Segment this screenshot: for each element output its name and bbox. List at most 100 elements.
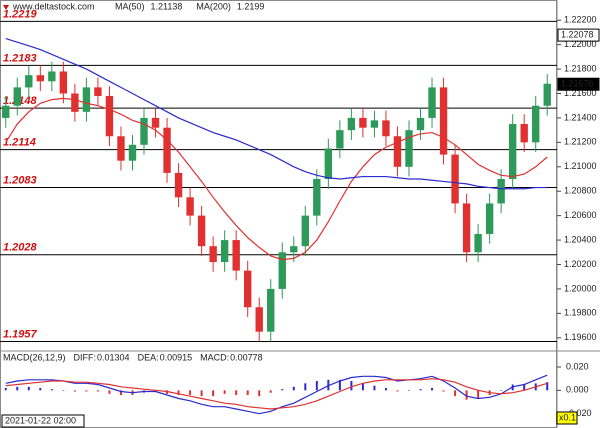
y-tick-label: 1.20000 [564,283,597,293]
candle-body [197,215,206,247]
histogram-bar [258,390,261,397]
y-tick-label: 1.21200 [564,137,597,147]
macd-line [5,378,548,410]
y-tick-label: 1.19800 [564,308,597,318]
histogram-bar [96,390,99,392]
y-tick-label: 1.20600 [564,210,597,220]
candle-body [462,203,471,253]
macd-legend-name: MACD: [200,352,229,362]
candle-body [128,144,137,161]
histogram-bar [281,389,284,391]
candle-body [451,154,459,204]
histogram-bar [361,383,364,391]
y-tick-label: 1.21000 [564,161,597,171]
histogram-bar [419,389,422,391]
candle-body [151,117,160,128]
y-tick-label: 1.21400 [564,112,597,122]
histogram-bar [465,390,468,400]
histogram-bar [477,390,480,399]
histogram-bar [85,390,88,392]
candle-body [117,136,125,161]
histogram-bar [108,390,111,394]
histogram-bar [177,390,180,395]
indicator-value: 1.2199 [237,1,265,11]
y-tick-label: 1.22000 [564,39,597,49]
histogram-bar [407,390,410,391]
y-tick-label: 1.20800 [564,186,597,196]
candle-body [140,117,148,145]
histogram-bar [292,386,295,391]
histogram-bar [454,390,457,397]
candle-body [71,93,79,112]
level-label: 1.2083 [3,174,37,186]
y-tick-label: 1.22200 [564,15,597,25]
candle-body [301,215,309,247]
y-tick-label: 1.20200 [564,259,597,269]
histogram-bar [338,379,341,391]
candle-body [485,203,494,234]
macd-legend-value: 0.00778 [230,352,263,362]
macd-legend-value: 0.00915 [160,352,193,362]
candle-body [290,246,298,253]
candle-body [163,127,171,173]
histogram-bar [223,390,226,394]
histogram-bar [4,388,7,391]
y-tick-label: 1.21600 [564,88,597,98]
y-tick-label: 1.20400 [564,234,597,244]
candle-body [174,172,183,198]
histogram-bar [212,390,215,397]
histogram-bar [200,390,203,397]
macd-legend-name: DIFF: [74,352,97,362]
indicator-value: 1.21138 [151,1,183,11]
histogram-bar [500,390,503,391]
plot-frame [0,0,557,428]
moving-average-line [5,37,548,190]
scale-box [556,411,578,425]
histogram-bar [246,390,249,395]
candle-body [59,71,68,94]
histogram-bar [39,388,42,391]
histogram-bar [73,390,76,392]
histogram-bar [62,390,65,391]
candle-body [82,87,91,112]
histogram-bar [50,389,53,391]
histogram-bar [442,390,445,392]
candle-body [232,240,240,271]
histogram-bar [189,390,192,395]
candle-body [267,288,275,332]
candle-body [382,120,390,137]
candle-body [347,117,356,131]
y-tick-label: 1.19600 [564,332,597,342]
histogram-bar [315,381,318,391]
histogram-bar [396,390,399,392]
candle-body [416,117,425,131]
histogram-bar [546,382,549,391]
histogram-bar [350,381,353,391]
candle-body [36,75,45,82]
candle-body [13,87,21,106]
candle-body [313,179,321,216]
candle-body [2,105,10,118]
histogram-bar [27,386,30,391]
price-marker [557,28,600,42]
candle-body [532,105,540,143]
histogram-bar [269,390,272,393]
candle-body [105,95,114,137]
histogram-bar [304,383,307,391]
candle-body [405,130,413,167]
level-label: 1.2028 [3,242,38,254]
candle-body [393,136,402,167]
site-name: www.deltastock.com [12,1,95,11]
candle-body [336,130,344,149]
moving-average-line [5,97,548,261]
candle-body [370,120,379,128]
x-label: 2021-01-22 02:00 [5,415,76,425]
y-tick-label: 0.000 [566,385,589,395]
level-label: 1.2183 [3,52,37,64]
price-marker-label: 1.21676 [561,79,594,89]
candle-body [244,270,252,308]
histogram-bar [16,386,19,391]
y-tick-label: 0.020 [566,361,589,371]
price-marker-label: 1.22078 [561,29,594,39]
candle-body [543,83,551,106]
